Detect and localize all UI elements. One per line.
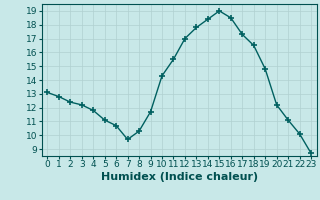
X-axis label: Humidex (Indice chaleur): Humidex (Indice chaleur) (100, 172, 258, 182)
